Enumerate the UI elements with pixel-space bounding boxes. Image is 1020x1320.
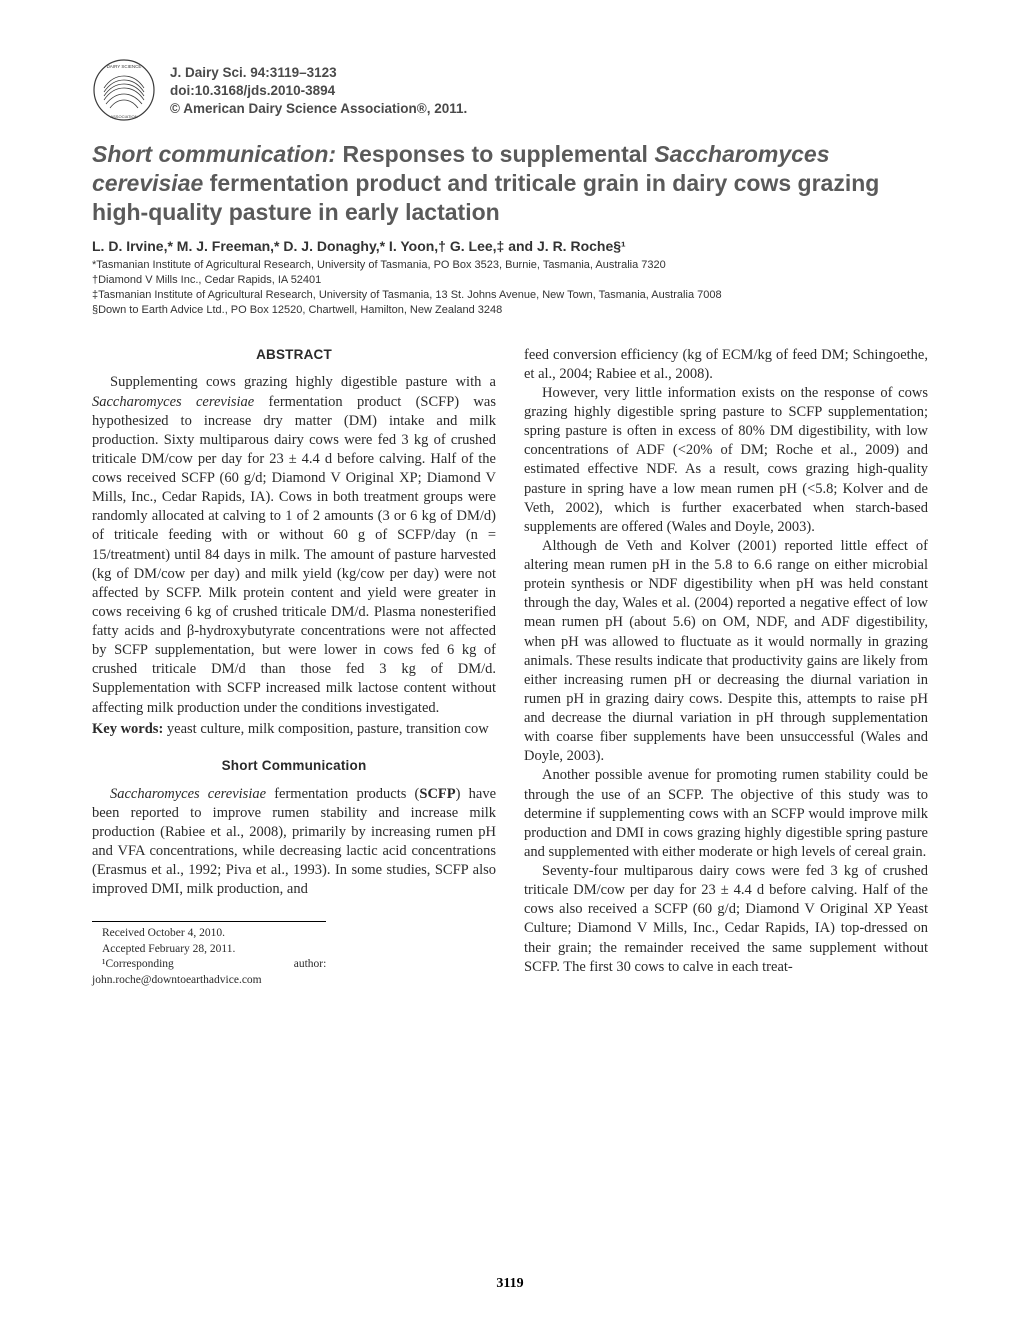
footnotes: Received October 4, 2010. Accepted Febru… bbox=[92, 921, 326, 988]
affiliation-line: ‡Tasmanian Institute of Agricultural Res… bbox=[92, 288, 928, 303]
right-column: feed conversion efficiency (kg of ECM/kg… bbox=[524, 346, 928, 989]
authors: L. D. Irvine,* M. J. Freeman,* D. J. Don… bbox=[92, 238, 928, 254]
two-column-body: ABSTRACT Supplementing cows grazing high… bbox=[92, 346, 928, 989]
footnote-accepted: Accepted February 28, 2011. bbox=[92, 942, 326, 958]
journal-doi: doi:10.3168/jds.2010-3894 bbox=[170, 82, 467, 100]
body-paragraph: Although de Veth and Kolver (2001) repor… bbox=[524, 537, 928, 767]
keywords-text: yeast culture, milk composition, pasture… bbox=[163, 721, 488, 737]
abstract-heading: ABSTRACT bbox=[92, 346, 496, 364]
title-lead: Short communication: bbox=[92, 141, 336, 167]
affiliation-line: *Tasmanian Institute of Agricultural Res… bbox=[92, 258, 928, 273]
abstract-paragraph: Supplementing cows grazing highly digest… bbox=[92, 373, 496, 717]
affiliation-line: §Down to Earth Advice Ltd., PO Box 12520… bbox=[92, 303, 928, 318]
body-paragraph: However, very little information exists … bbox=[524, 384, 928, 537]
affiliations: *Tasmanian Institute of Agricultural Res… bbox=[92, 258, 928, 317]
svg-text:ASSOCIATION: ASSOCIATION bbox=[110, 114, 137, 119]
footnote-corresponding: ¹Corresponding author: john.roche@downto… bbox=[92, 957, 326, 988]
journal-citation: J. Dairy Sci. 94:3119–3123 bbox=[170, 64, 467, 82]
journal-meta: J. Dairy Sci. 94:3119–3123 doi:10.3168/j… bbox=[170, 58, 467, 119]
short-communication-heading: Short Communication bbox=[92, 757, 496, 775]
title-main-b: fermentation product and triticale grain… bbox=[92, 170, 879, 225]
body-paragraph: feed conversion efficiency (kg of ECM/kg… bbox=[524, 346, 928, 384]
title-main-a: Responses to supplemental bbox=[336, 141, 654, 167]
keywords-label: Key words: bbox=[92, 721, 163, 737]
keywords: Key words: yeast culture, milk compositi… bbox=[92, 720, 496, 739]
body-paragraph: Seventy-four multiparous dairy cows were… bbox=[524, 862, 928, 977]
body-paragraph: Saccharomyces cerevisiae fermentation pr… bbox=[92, 785, 496, 900]
affiliation-line: †Diamond V Mills Inc., Cedar Rapids, IA … bbox=[92, 273, 928, 288]
left-column: ABSTRACT Supplementing cows grazing high… bbox=[92, 346, 496, 989]
article-title: Short communication: Responses to supple… bbox=[92, 140, 928, 226]
page-number: 3119 bbox=[0, 1276, 1020, 1292]
journal-logo: DAIRY SCIENCE ASSOCIATION bbox=[92, 58, 156, 122]
journal-header: DAIRY SCIENCE ASSOCIATION J. Dairy Sci. … bbox=[92, 58, 928, 122]
svg-text:DAIRY SCIENCE: DAIRY SCIENCE bbox=[107, 64, 142, 69]
journal-copyright: © American Dairy Science Association®, 2… bbox=[170, 100, 467, 118]
body-paragraph: Another possible avenue for promoting ru… bbox=[524, 766, 928, 862]
footnote-received: Received October 4, 2010. bbox=[92, 926, 326, 942]
